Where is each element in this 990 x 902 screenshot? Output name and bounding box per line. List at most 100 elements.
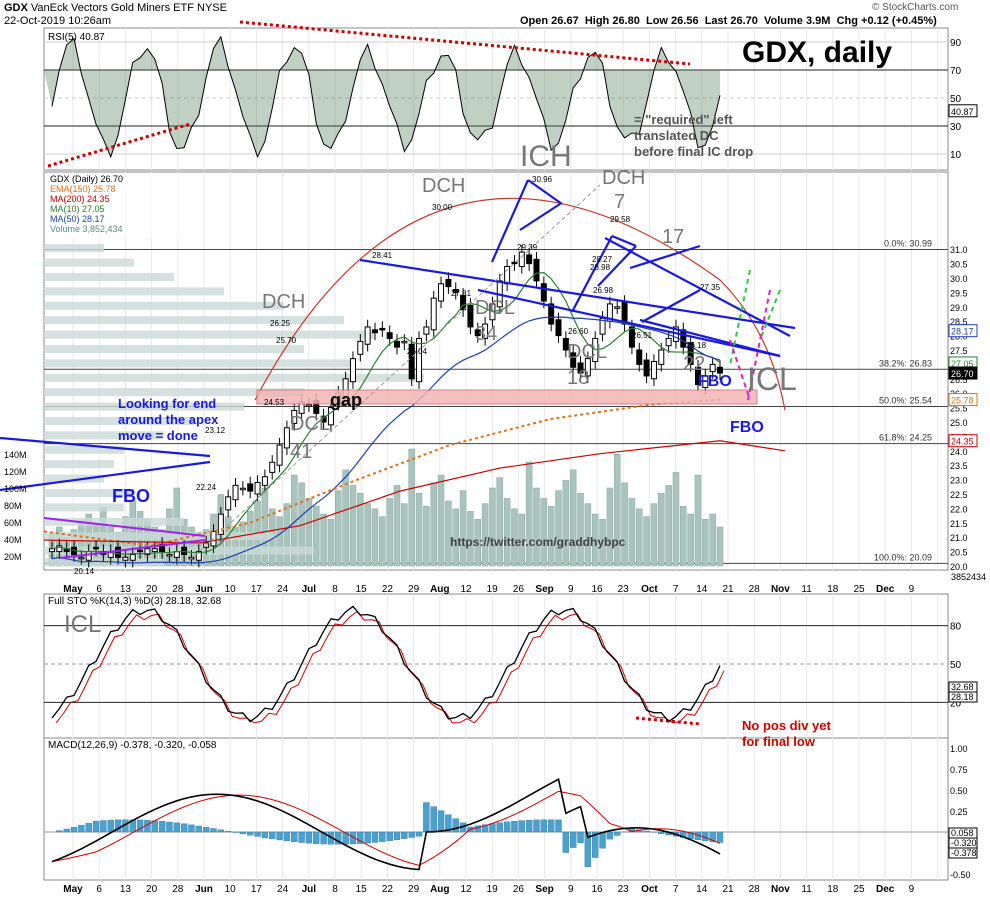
- x-tick-label: Nov: [771, 884, 790, 895]
- volume-profile-bar: [44, 273, 174, 281]
- macd-histogram-bar: [262, 832, 268, 838]
- exchange-name: NYSE: [197, 2, 227, 14]
- macd-histogram-bar: [438, 811, 444, 832]
- x-tick-label: 10: [225, 584, 237, 595]
- macd-histogram-bar: [658, 832, 664, 834]
- volume-bar: [277, 517, 283, 566]
- candle-body: [255, 482, 260, 494]
- candle-body: [380, 328, 385, 330]
- price-label: 20.14: [74, 567, 95, 576]
- candle-body: [527, 255, 532, 264]
- x-tick-label: Aug: [430, 884, 449, 895]
- x-tick-label: 16: [591, 584, 603, 595]
- macd-histogram-bar: [570, 832, 576, 848]
- volume-bar: [658, 493, 664, 566]
- macd-histogram-bar: [489, 824, 495, 832]
- rsi-tick-label: 10: [950, 150, 962, 161]
- candle-body: [519, 252, 524, 266]
- gap-label: gap: [330, 390, 362, 410]
- macd-tick-label: 0.25: [950, 807, 968, 817]
- dch-number: 7: [614, 191, 625, 213]
- macd-histogram-bar: [64, 829, 70, 832]
- macd-histogram-bar: [453, 819, 459, 832]
- volume-bar: [717, 527, 723, 566]
- price-label: 27.81: [451, 289, 472, 298]
- macd-histogram-bar: [174, 823, 180, 832]
- price-tick-label: 31.0: [950, 245, 968, 255]
- x-tick-label: 17: [251, 584, 263, 595]
- candle-body: [152, 549, 157, 552]
- apex-note: move = done: [118, 428, 198, 443]
- volume-profile-bar: [44, 259, 134, 267]
- macd-histogram-bar: [233, 832, 239, 833]
- volume-tick-label: 80M: [4, 501, 22, 511]
- x-tick-label: May: [63, 584, 83, 595]
- volume-bar: [379, 517, 385, 566]
- candle-body: [270, 462, 275, 472]
- x-tick-label: 9: [909, 584, 915, 595]
- candle-body: [395, 341, 400, 347]
- rsi-tag-label: 40.87: [951, 107, 974, 117]
- macd-histogram-bar: [614, 832, 620, 835]
- macd-histogram-bar: [365, 832, 371, 843]
- x-tick-label: 19: [487, 584, 499, 595]
- candle-body: [174, 552, 179, 558]
- volume-bar: [644, 517, 650, 566]
- candle-body: [541, 284, 546, 301]
- volume-bar: [622, 483, 628, 566]
- volume-bar: [578, 493, 584, 566]
- macd-histogram-bar: [240, 832, 246, 834]
- sto-tick-label: 50: [950, 660, 962, 671]
- candle-body: [556, 320, 561, 336]
- dch-label: DCH: [422, 175, 465, 197]
- x-tick-label: 26: [513, 884, 525, 895]
- volume-bar: [423, 506, 429, 566]
- macd-histogram-bar: [394, 832, 400, 840]
- candle-body: [439, 284, 444, 301]
- x-tick-label: Jul: [302, 584, 317, 595]
- x-tick-label: 26: [513, 584, 525, 595]
- candle-body: [468, 305, 473, 327]
- rsi-tick-label: 50: [950, 94, 962, 105]
- candle-body: [284, 428, 289, 448]
- x-tick-label: 22: [382, 884, 394, 895]
- macd-histogram-bar: [93, 821, 99, 832]
- x-tick-label: 15: [356, 584, 368, 595]
- dch-label: DCH: [602, 167, 645, 189]
- candle-body: [651, 362, 656, 379]
- candle-body: [424, 327, 429, 334]
- candle-body: [116, 547, 121, 557]
- price-label: 23.12: [205, 426, 226, 435]
- volume-bar: [636, 509, 642, 566]
- x-tick-label: 19: [487, 884, 499, 895]
- stochastic-panel-frame: [44, 594, 948, 738]
- macd-histogram-bar: [416, 832, 422, 836]
- candle-body: [240, 488, 245, 490]
- candle-body: [710, 364, 715, 371]
- dc-note: = "required" left: [634, 112, 733, 127]
- volume-profile-bar: [44, 316, 344, 324]
- x-tick-label: Oct: [641, 884, 658, 895]
- candle-body: [372, 330, 377, 333]
- macd-tick-label: 0.50: [950, 786, 968, 796]
- x-tick-label: 25: [853, 884, 865, 895]
- candle-body: [262, 477, 267, 486]
- candle-body: [167, 554, 172, 556]
- x-tick-label: 29: [408, 584, 420, 595]
- apex-note: around the apex: [118, 412, 219, 427]
- macd-histogram-bar: [556, 820, 562, 832]
- price-legend-item: Volume 3,852,434: [50, 224, 123, 234]
- macd-histogram-bar: [519, 821, 525, 832]
- macd-histogram-bar: [548, 820, 554, 832]
- macd-histogram-bar: [203, 827, 209, 832]
- volume-bar: [504, 498, 510, 566]
- macd-histogram-bar: [387, 832, 393, 841]
- x-tick-label: 8: [332, 884, 338, 895]
- volume-bar: [710, 514, 716, 566]
- x-tick-label: 22: [382, 584, 394, 595]
- fib-label: 61.8%: 24.25: [879, 433, 932, 443]
- macd-legend: MACD(12,26,9) -0.378, -0.320, -0.058: [48, 740, 217, 751]
- macd-histogram-bar: [86, 823, 92, 832]
- x-tick-label: 7: [673, 884, 679, 895]
- macd-histogram-bar: [299, 832, 305, 843]
